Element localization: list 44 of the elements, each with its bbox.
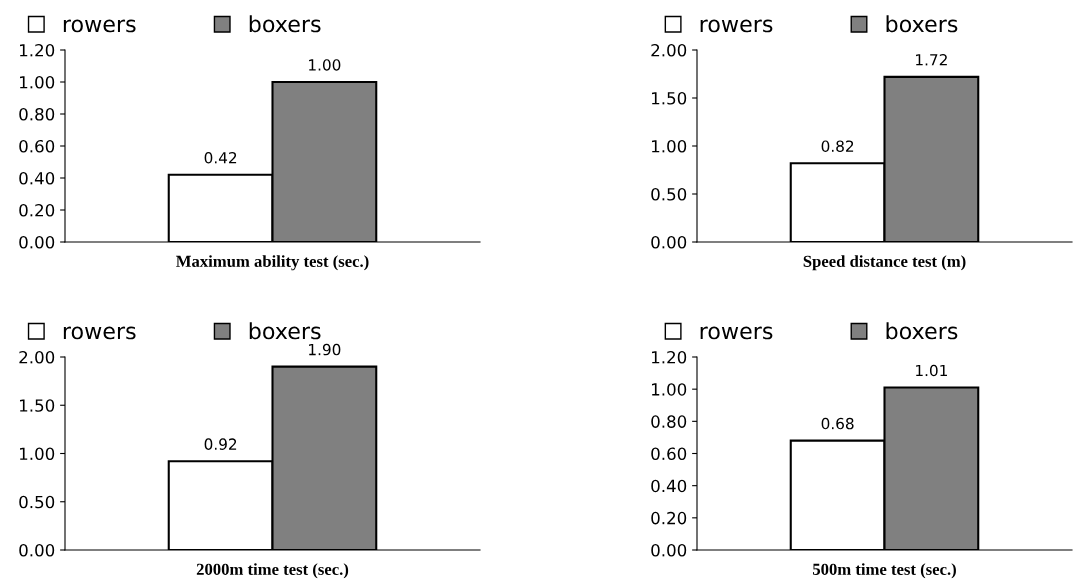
legend-label: rowers xyxy=(700,326,773,340)
y-tick-label: 1.00 xyxy=(20,75,55,89)
data-label: 0.68 xyxy=(821,417,854,430)
legend-label: rowers xyxy=(63,19,136,33)
y-tick-label: 0.80 xyxy=(19,107,55,121)
y-tick-label: 1.00 xyxy=(20,447,55,461)
x-axis-title: 500m time test (sec.) xyxy=(812,563,956,579)
data-label: 0.82 xyxy=(821,140,854,152)
y-tick-label: 0.40 xyxy=(19,171,55,185)
y-tick-label: 0.00 xyxy=(19,235,55,249)
y-tick-label: 0.50 xyxy=(19,495,55,509)
data-label: 1.01 xyxy=(916,364,947,377)
y-tick-label: 1.50 xyxy=(652,91,687,105)
y-tick-label: 1.20 xyxy=(652,350,687,364)
legend-label: rowers xyxy=(63,326,136,340)
y-tick-label: 0.80 xyxy=(651,415,687,428)
data-label: 1.72 xyxy=(916,54,947,66)
data-label: 0.42 xyxy=(204,151,237,164)
y-tick-label: 0.00 xyxy=(19,543,55,557)
y-tick-label: 2.00 xyxy=(651,43,687,57)
x-axis-title: Maximum ability test (sec.) xyxy=(176,255,369,271)
y-tick-label: 0.60 xyxy=(19,139,55,153)
y-tick-label: 2.00 xyxy=(19,350,55,364)
legend-label: boxers xyxy=(886,15,958,33)
legend-label: boxers xyxy=(886,322,958,340)
y-tick-label: 1.20 xyxy=(20,43,55,57)
data-label: 1.90 xyxy=(309,343,341,356)
y-tick-label: 0.60 xyxy=(651,447,687,461)
y-tick-label: 1.00 xyxy=(652,383,687,396)
y-tick-label: 0.00 xyxy=(651,235,687,249)
y-tick-label: 0.40 xyxy=(651,479,687,493)
y-tick-label: 0.00 xyxy=(651,543,687,557)
legend-label: boxers xyxy=(249,322,321,340)
y-tick-label: 0.20 xyxy=(651,511,687,525)
legend-label: rowers xyxy=(700,19,773,33)
y-tick-label: 0.20 xyxy=(19,203,55,217)
data-label: 0.92 xyxy=(204,438,237,450)
y-tick-label: 1.00 xyxy=(652,139,687,153)
y-tick-label: 0.50 xyxy=(651,187,687,201)
y-tick-label: 1.50 xyxy=(20,399,55,412)
data-label: 1.00 xyxy=(309,59,341,71)
legend-label: boxers xyxy=(249,15,321,33)
x-axis-title: Speed distance test (m) xyxy=(803,255,966,271)
x-axis-title: 2000m time test (sec.) xyxy=(196,563,349,579)
